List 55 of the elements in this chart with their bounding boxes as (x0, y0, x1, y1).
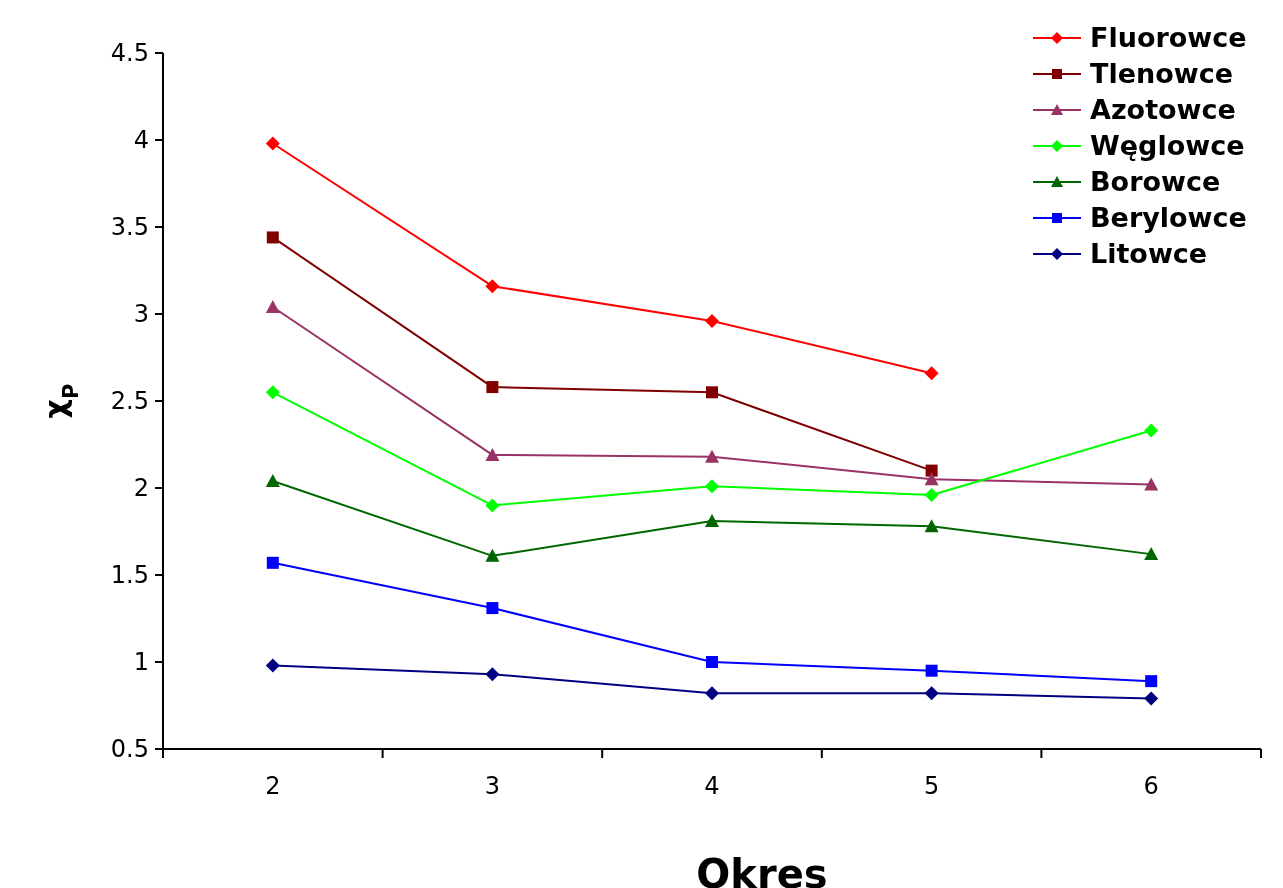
point (924, 366, 939, 381)
x-tick-label: 2 (265, 772, 281, 800)
y-tick-label: 4 (133, 126, 149, 155)
x-tick-label: 6 (1143, 772, 1159, 800)
y-tick-label: 1 (133, 648, 149, 677)
point (1144, 423, 1159, 438)
point (705, 313, 719, 328)
y-tick-label: 2 (133, 474, 149, 503)
y-tick-label: 2.5 (110, 387, 149, 416)
point (485, 548, 500, 562)
point (485, 498, 500, 513)
point (266, 556, 279, 569)
point (485, 279, 500, 294)
point (924, 686, 939, 701)
legend-label: Azotowce (1090, 94, 1236, 126)
x-axis-title: Okres (696, 851, 828, 888)
point (924, 487, 939, 502)
point (265, 658, 280, 673)
point (924, 472, 939, 486)
point (1144, 477, 1159, 491)
point (265, 300, 280, 314)
point (705, 514, 719, 528)
point (705, 449, 719, 463)
legend-label: Tlenowce (1090, 58, 1234, 90)
y-tick-label: 1.5 (110, 561, 149, 590)
legend-label: Węglowce (1090, 130, 1245, 162)
point (924, 519, 939, 533)
point (485, 447, 500, 461)
y-tick-label: 3.5 (110, 213, 149, 242)
point (266, 231, 279, 244)
legend-label: Borowce (1090, 166, 1221, 198)
point (706, 386, 718, 399)
point (705, 686, 719, 701)
point (265, 474, 280, 488)
point (925, 464, 938, 477)
point (925, 664, 938, 677)
legend-label: Fluorowce (1090, 22, 1247, 54)
y-tick-label: 4.5 (110, 39, 149, 68)
x-tick-label: 4 (704, 772, 720, 800)
point (1144, 547, 1159, 561)
point (265, 136, 280, 151)
point (705, 479, 719, 494)
point (486, 381, 499, 394)
x-tick-label: 5 (923, 772, 940, 800)
point (486, 602, 499, 615)
x-tick-label: 3 (484, 772, 501, 800)
y-tick-label: 0.5 (110, 735, 149, 764)
legend-label: Berylowce (1090, 202, 1247, 234)
y-tick-label: 3 (133, 300, 149, 329)
point (1145, 675, 1158, 688)
point (706, 656, 718, 668)
point (485, 667, 500, 682)
point (1144, 691, 1159, 706)
point (265, 385, 280, 400)
legend-label: Litowce (1090, 238, 1208, 270)
